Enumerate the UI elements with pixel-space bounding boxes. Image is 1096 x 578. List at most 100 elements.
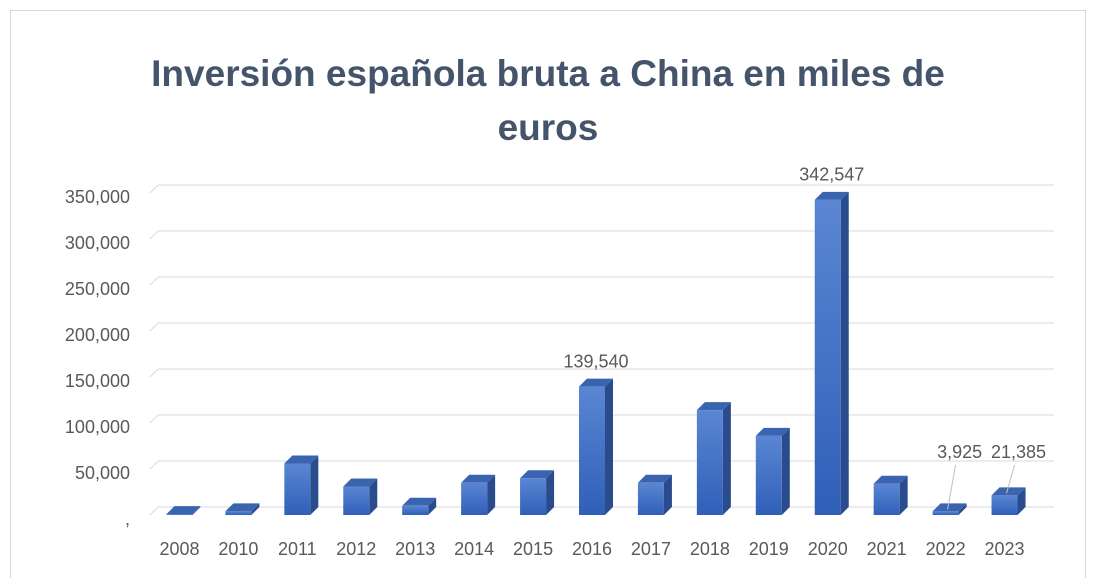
- bar-side: [663, 474, 672, 515]
- bar-top: [991, 487, 1026, 496]
- bar-top: [284, 455, 319, 464]
- bar-front: [284, 463, 311, 515]
- bar-top: [520, 470, 555, 479]
- bar: [166, 506, 201, 515]
- grid-depth: [149, 414, 159, 424]
- bar-side: [899, 475, 908, 515]
- bar: [284, 455, 319, 515]
- y-tick-label: 300,000: [65, 233, 130, 253]
- bar-top: [696, 402, 731, 411]
- bar-side: [192, 506, 201, 515]
- bar-side: [369, 478, 378, 515]
- x-tick-label: 2012: [336, 539, 376, 559]
- bar-front: [873, 483, 900, 515]
- bar-front: [402, 505, 429, 515]
- data-label: 342,547: [799, 165, 864, 185]
- bar-top: [814, 191, 849, 200]
- bar: [637, 474, 672, 515]
- grid-depth: [149, 184, 159, 194]
- bar-side: [310, 455, 319, 515]
- bar-side: [722, 402, 731, 515]
- grid-depth: [149, 506, 159, 516]
- bar-side: [781, 427, 790, 515]
- grid-depth: [149, 460, 159, 470]
- bar-side: [546, 470, 555, 515]
- bar-side: [487, 474, 496, 515]
- bar-top: [225, 503, 260, 512]
- y-tick-label: 200,000: [65, 325, 130, 345]
- bar-front: [991, 495, 1018, 515]
- x-tick-label: 2017: [631, 539, 671, 559]
- bar-front: [520, 478, 547, 515]
- bar: [520, 470, 555, 515]
- bar-top: [461, 474, 496, 483]
- grid-depth: [149, 230, 159, 240]
- x-tick-label: 2008: [159, 539, 199, 559]
- chart-title: Inversión española bruta a China en mile…: [151, 53, 945, 148]
- grid-depth: [149, 368, 159, 378]
- bar: [461, 474, 496, 515]
- bar: [814, 191, 849, 516]
- x-tick-label: 2015: [513, 539, 553, 559]
- x-tick-label: 2021: [867, 539, 907, 559]
- y-tick-label: 350,000: [65, 187, 130, 207]
- bar-front: [343, 486, 370, 515]
- data-label: 3,925: [937, 442, 982, 462]
- bar: [932, 503, 967, 515]
- x-tick-label: 2018: [690, 539, 730, 559]
- bar-top: [402, 497, 437, 506]
- bar-side: [958, 503, 967, 515]
- data-label: 21,385: [991, 442, 1046, 462]
- bar: [225, 503, 260, 515]
- bar-front: [166, 514, 193, 515]
- bar-top: [637, 474, 672, 483]
- x-tick-label: 2020: [808, 539, 848, 559]
- bar: [402, 497, 437, 515]
- bar-top: [166, 506, 201, 515]
- bar: [343, 478, 378, 515]
- bar-side: [1017, 487, 1026, 515]
- bar-front: [225, 511, 252, 515]
- bar-side: [605, 378, 613, 515]
- y-tick-label: 100,000: [65, 417, 130, 437]
- bar-top: [343, 478, 378, 487]
- leader-line: [947, 464, 957, 510]
- bar-front: [461, 482, 488, 515]
- bar: [696, 402, 731, 515]
- bar-top: [755, 427, 790, 436]
- grid-depth: [149, 322, 159, 332]
- bar-front: [579, 386, 605, 515]
- bar-top: [579, 378, 613, 387]
- leader-line: [1006, 464, 1016, 494]
- bar: [755, 427, 790, 515]
- y-tick-label: ,: [125, 509, 130, 529]
- bar-top: [873, 475, 908, 484]
- y-tick-label: 250,000: [65, 279, 130, 299]
- x-tick-label: 2023: [985, 539, 1025, 559]
- bar-front: [696, 410, 723, 515]
- bar-side: [251, 503, 260, 515]
- bar-front: [755, 435, 782, 515]
- y-tick-label: 150,000: [65, 371, 130, 391]
- bar-top: [932, 503, 967, 512]
- bar-side: [428, 497, 437, 515]
- x-tick-label: 2016: [572, 539, 612, 559]
- bar-side: [840, 191, 849, 516]
- bar: [873, 475, 908, 515]
- bar-front: [932, 511, 959, 515]
- bar-front: [637, 482, 664, 515]
- x-tick-label: 2011: [278, 539, 317, 559]
- bar: [579, 378, 613, 515]
- bar-front: [814, 199, 841, 516]
- x-tick-label: 2022: [926, 539, 966, 559]
- x-tick-label: 2013: [395, 539, 435, 559]
- x-tick-label: 2014: [454, 539, 494, 559]
- y-tick-label: 50,000: [75, 463, 130, 483]
- grid-depth: [149, 276, 159, 286]
- bar: [991, 487, 1026, 515]
- data-label: 139,540: [563, 351, 628, 371]
- x-tick-label: 2010: [218, 539, 258, 559]
- x-tick-label: 2019: [749, 539, 789, 559]
